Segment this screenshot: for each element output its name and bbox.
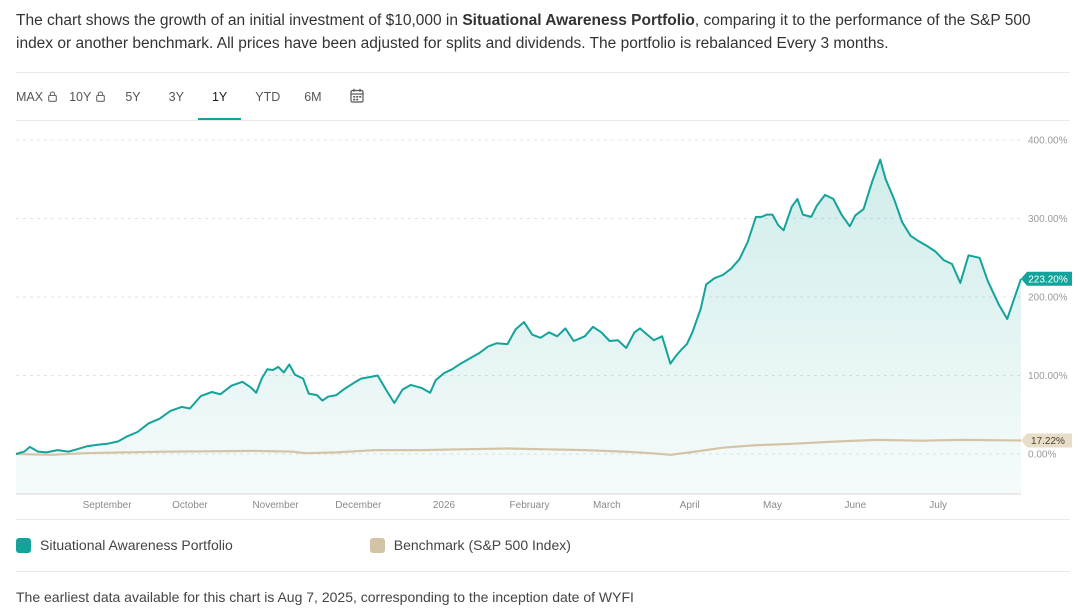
x-tick-label: September [83,500,133,511]
x-tick-label: April [680,500,700,511]
benchmark-swatch [369,537,385,553]
portfolio-name: Situational Awareness Portfolio [462,12,695,29]
x-tick-label: June [844,500,866,511]
tab-6m[interactable]: 6M [304,80,321,120]
y-tick-label: 200.00% [1028,293,1068,304]
divider-footnote [16,571,1070,572]
footnote: The earliest data available for this cha… [16,589,634,605]
tab-label: 6M [304,90,322,104]
y-tick-label: 300.00% [1028,214,1068,225]
tab-label: 3Y [168,90,184,104]
divider-top [16,72,1070,73]
portfolio-area [16,159,1021,494]
benchmark-end-label: 17.22% [1021,433,1072,448]
tab-5y[interactable]: 5Y [125,80,140,120]
tab-10y[interactable]: 10Y [69,80,106,120]
tab-label: 5Y [125,90,141,104]
benchmark-end-label-text: 17.22% [1031,436,1065,447]
legend-item-benchmark[interactable]: Benchmark (S&P 500 Index) [369,537,571,553]
tab-max[interactable]: MAX [16,80,57,120]
legend-item-portfolio[interactable]: Situational Awareness Portfolio [16,537,233,553]
x-tick-label: July [929,500,947,511]
legend-label-portfolio: Situational Awareness Portfolio [40,537,233,553]
benchmark-line [15,438,1022,456]
y-tick-label: 0.00% [1028,450,1056,461]
lock-icon [96,91,106,105]
y-tick-label: 400.00% [1028,136,1068,147]
y-tick-label: 100.00% [1028,371,1068,382]
timeframe-tabs: MAX 10Y 5Y 3Y 1Y YTD 6M [16,80,364,120]
portfolio-end-label-text: 223.20% [1028,274,1068,285]
tab-label: 1Y [211,90,228,104]
lock-icon [48,91,57,105]
x-tick-label: November [252,500,299,511]
tab-label: 10Y [69,90,92,104]
legend-label-benchmark: Benchmark (S&P 500 Index) [393,537,571,553]
description-suffix: , comparing it to the performance of the… [16,12,1031,52]
tab-label: YTD [255,90,281,104]
performance-chart: 400.00% 300.00% 200.00% 100.00% 0.00% Septemb… [15,136,1072,511]
x-tick-label: December [335,500,382,511]
tab-ytd[interactable]: YTD [255,80,280,120]
tab-label: MAX [16,90,44,104]
benchmark-end-label-bg [1021,433,1072,448]
description-prefix: The chart shows the growth of an initial… [16,12,463,29]
divider-tabs [16,120,1070,121]
portfolio-end-label-bg [1021,271,1072,286]
tab-3y[interactable]: 3Y [169,80,184,120]
x-tick-label: October [172,500,208,511]
chart-legend: Situational Awareness Portfolio Benchmar… [16,537,571,553]
chart-description: The chart shows the growth of an initial… [16,9,1066,55]
x-tick-label: February [510,500,550,511]
calendar-icon[interactable] [350,80,364,120]
divider-legend [16,519,1070,520]
x-tick-label: 2026 [433,500,456,511]
portfolio-line [15,158,1022,455]
portfolio-end-label: 223.20% [1021,271,1072,286]
x-tick-label: March [593,500,621,511]
portfolio-swatch [16,537,31,553]
x-tick-label: May [763,500,782,511]
tab-1y[interactable]: 1Y [197,80,242,120]
